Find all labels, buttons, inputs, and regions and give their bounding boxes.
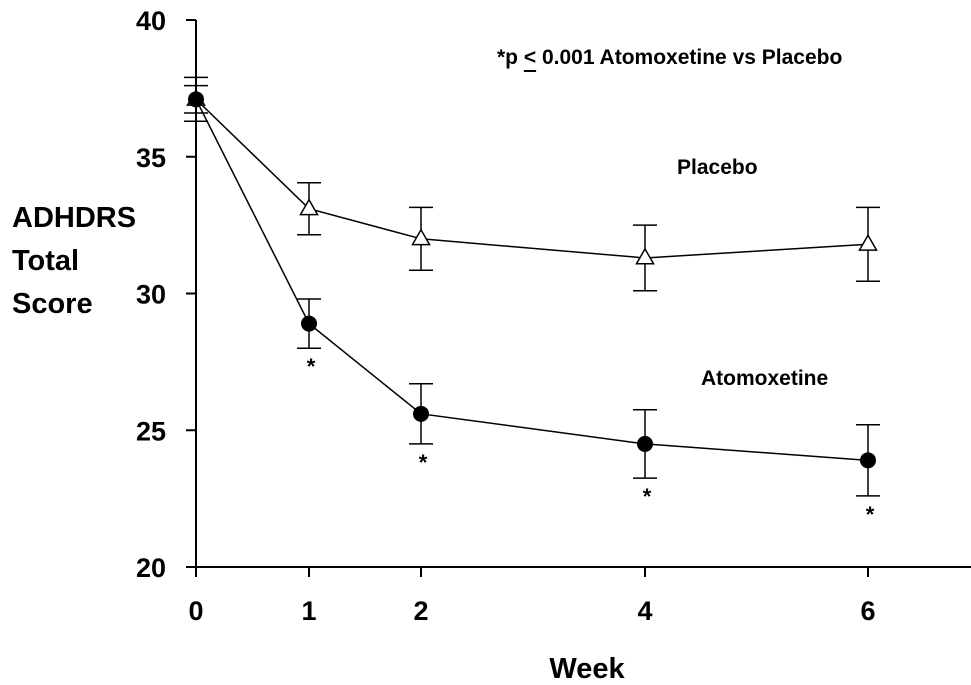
significance-star: * xyxy=(643,484,652,509)
significance-star: * xyxy=(419,450,428,475)
significance-note-prefix: *p xyxy=(497,46,524,69)
series-line-atomoxetine xyxy=(195,98,869,462)
x-tick-label: 6 xyxy=(860,596,875,626)
y-tick-label: 30 xyxy=(136,280,166,310)
data-point-atomoxetine xyxy=(413,405,429,422)
axes: 20 25 30 35 40 0 1 2 4 6 xyxy=(136,6,971,626)
x-axis-title: Week xyxy=(549,653,625,685)
plot-area: * * * * xyxy=(184,76,880,527)
significance-star: * xyxy=(866,502,875,527)
y-tick-label: 40 xyxy=(136,6,166,36)
series-line-placebo xyxy=(195,98,869,259)
x-tick-label: 1 xyxy=(301,596,316,626)
x-tick-label: 0 xyxy=(188,596,203,626)
y-tick-label: 35 xyxy=(136,143,166,173)
y-axis-title-line-2: Total xyxy=(12,245,79,277)
x-tick-label: 2 xyxy=(413,596,428,626)
series-label-atomoxetine: Atomoxetine xyxy=(701,367,828,390)
significance-note-text: *p < 0.001 Atomoxetine vs Placebo xyxy=(497,46,842,69)
significance-note-operator: < xyxy=(524,46,536,69)
data-point-placebo xyxy=(858,233,878,251)
y-tick-label: 25 xyxy=(136,416,166,446)
y-tick-label: 20 xyxy=(136,553,166,583)
data-point-atomoxetine xyxy=(301,315,317,332)
x-ticks: 0 1 2 4 6 xyxy=(188,567,876,626)
data-point-atomoxetine xyxy=(637,435,653,452)
data-point-placebo xyxy=(635,247,655,265)
series-label-placebo: Placebo xyxy=(677,156,758,179)
data-point-atomoxetine xyxy=(860,452,876,469)
significance-star: * xyxy=(307,354,316,379)
data-point-placebo xyxy=(411,228,431,246)
y-axis-title-line-3: Score xyxy=(12,288,93,320)
y-ticks: 20 25 30 35 40 xyxy=(136,6,196,583)
significance-note-value: 0.001 Atomoxetine vs Placebo xyxy=(536,46,842,69)
y-axis-title-line-1: ADHDRS xyxy=(12,202,136,234)
x-tick-label: 4 xyxy=(637,596,652,626)
data-point-placebo xyxy=(299,198,319,216)
data-point-atomoxetine xyxy=(188,91,204,108)
significance-note: *p < 0.001 Atomoxetine vs Placebo xyxy=(497,46,842,72)
